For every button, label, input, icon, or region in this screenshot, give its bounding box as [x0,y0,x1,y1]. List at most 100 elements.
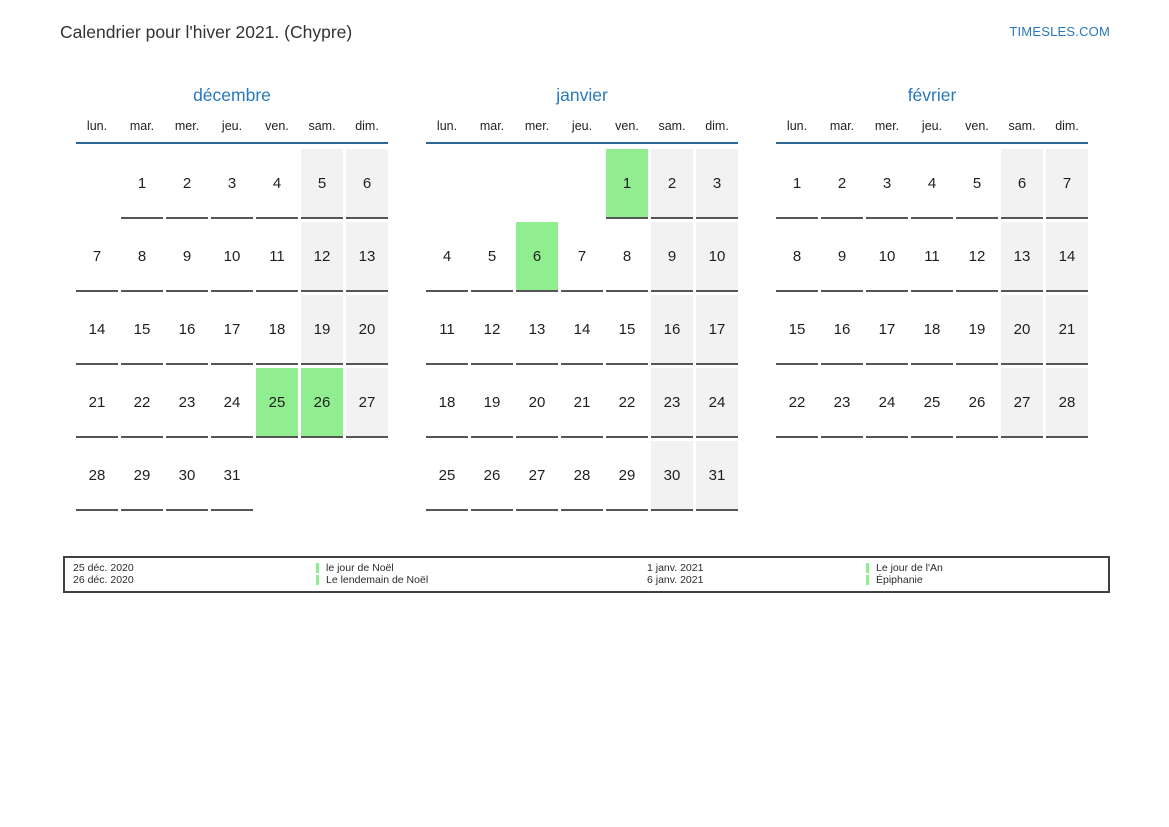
month-title: février [907,85,957,105]
calendar-day-cell: 28 [561,441,603,511]
calendar-day-cell: 29 [121,441,163,511]
weekday-header: jeu. [571,119,593,133]
calendar-day-cell: 30 [651,441,693,511]
calendar-day-cell: 14 [561,295,603,365]
legend-holiday-name: Le lendemain de Noël [326,574,429,586]
calendar-day-cell: 9 [821,222,863,292]
month-day-grid: 1 2 3 4 5 6 7 8 9 10 11 12 13 14 15 16 17 18 19 20 21 22 23 24 2… [76,149,388,511]
weekday-header: mar. [479,119,505,133]
calendar-day-cell: 1 [121,149,163,219]
weekday-header: jeu. [921,119,943,133]
calendar-day-cell: 19 [956,295,998,365]
calendar-day-cell: 23 [166,368,208,438]
weekday-header: jeu. [221,119,243,133]
calendar-day-cell: 28 [1046,368,1088,438]
calendar-day-cell: 16 [166,295,208,365]
weekday-header: dim. [705,119,729,133]
calendar-day-cell: 31 [696,441,738,511]
calendar-day-cell: 24 [866,368,908,438]
calendar-day-cell: 28 [76,441,118,511]
calendar-empty-cell [426,149,468,219]
holiday-marker-icon [866,563,869,573]
month-calendar-janvier: janvier lun. mar. mer. jeu. ven. sam. dim. 1 2 3 4 5… [426,85,738,511]
legend-date: 25 déc. 2020 [73,562,134,574]
weekday-header: mer. [174,119,200,133]
weekday-header: sam. [658,119,686,133]
calendar-day-cell: 1 [776,149,818,219]
legend-holiday-name: Épiphanie [876,574,923,586]
weekday-header: lun. [786,119,808,133]
calendar-empty-cell [346,441,388,511]
calendars-row: décembre lun. mar. mer. jeu. ven. sam. dim. 1 2 3 4… [76,85,1088,511]
month-title: janvier [556,85,608,105]
legend-dates-group-1: 25 déc. 2020 26 déc. 2020 [73,562,134,586]
weekday-header: mar. [829,119,855,133]
weekday-header: dim. [355,119,379,133]
calendar-day-cell: 22 [121,368,163,438]
calendar-day-cell: 26 [956,368,998,438]
calendar-day-cell: 20 [1001,295,1043,365]
calendar-day-cell: 27 [1001,368,1043,438]
weekday-header: mar. [129,119,155,133]
calendar-day-cell: 4 [426,222,468,292]
calendar-day-cell: 8 [776,222,818,292]
calendar-day-cell: 15 [776,295,818,365]
weekday-header: dim. [1055,119,1079,133]
calendar-day-cell: 30 [166,441,208,511]
calendar-day-cell: 10 [866,222,908,292]
holiday-day-cell: 26 [301,368,343,438]
site-link[interactable]: TIMESLES.COM [1009,24,1110,39]
calendar-day-cell: 18 [911,295,953,365]
weekday-header-row: lun. mar. mer. jeu. ven. sam. dim. [776,105,1088,144]
calendar-day-cell: 11 [256,222,298,292]
calendar-day-cell: 23 [821,368,863,438]
month-calendar-février: février lun. mar. mer. jeu. ven. sam. dim. 1 2 3 4 5… [776,85,1088,511]
legend-holiday-name: le jour de Noël [326,562,394,574]
legend-date: 1 janv. 2021 [647,562,704,574]
weekday-header: lun. [436,119,458,133]
calendar-day-cell: 22 [776,368,818,438]
calendar-day-cell: 31 [211,441,253,511]
calendar-day-cell: 18 [426,368,468,438]
legend-names-group-2: Le jour de l'An Épiphanie [866,562,943,586]
month-day-grid: 1 2 3 4 5 6 7 8 9 10 11 12 13 14 15 16 17 18 19 20 21 22 23 24 2… [776,149,1088,438]
calendar-day-cell: 11 [426,295,468,365]
calendar-day-cell: 2 [821,149,863,219]
calendar-day-cell: 8 [606,222,648,292]
calendar-day-cell: 14 [1046,222,1088,292]
holiday-day-cell: 6 [516,222,558,292]
calendar-empty-cell [516,149,558,219]
month-day-grid: 1 2 3 4 5 6 7 8 9 10 11 12 13 14 15 16 17 18 19 20 21 22 23 24 2… [426,149,738,511]
legend-holiday-name: Le jour de l'An [876,562,943,574]
calendar-day-cell: 5 [301,149,343,219]
calendar-day-cell: 7 [561,222,603,292]
calendar-day-cell: 15 [121,295,163,365]
calendar-day-cell: 10 [696,222,738,292]
holiday-day-cell: 1 [606,149,648,219]
calendar-day-cell: 9 [166,222,208,292]
calendar-day-cell: 10 [211,222,253,292]
calendar-day-cell: 5 [471,222,513,292]
calendar-empty-cell [301,441,343,511]
calendar-day-cell: 16 [651,295,693,365]
legend-dates-group-2: 1 janv. 2021 6 janv. 2021 [647,562,703,586]
holiday-day-cell: 25 [256,368,298,438]
calendar-day-cell: 16 [821,295,863,365]
calendar-day-cell: 19 [301,295,343,365]
calendar-empty-cell [561,149,603,219]
calendar-empty-cell [76,149,118,219]
calendar-day-cell: 13 [516,295,558,365]
calendar-day-cell: 26 [471,441,513,511]
legend-holiday: le jour de Noël [316,562,428,574]
calendar-day-cell: 13 [1001,222,1043,292]
month-calendar-décembre: décembre lun. mar. mer. jeu. ven. sam. dim. 1 2 3 4… [76,85,388,511]
weekday-header-row: lun. mar. mer. jeu. ven. sam. dim. [426,105,738,144]
legend-names-group-1: le jour de Noël Le lendemain de Noël [316,562,428,586]
legend-holiday: Épiphanie [866,574,943,586]
weekday-header: ven. [615,119,639,133]
weekday-header: ven. [965,119,989,133]
calendar-day-cell: 17 [866,295,908,365]
calendar-day-cell: 24 [211,368,253,438]
calendar-day-cell: 4 [911,149,953,219]
